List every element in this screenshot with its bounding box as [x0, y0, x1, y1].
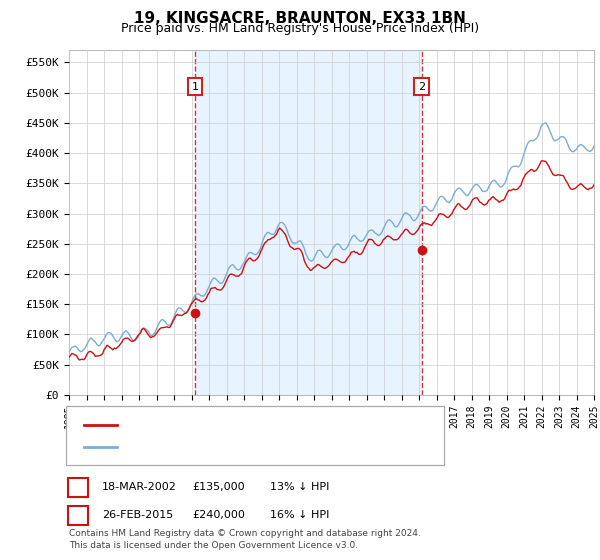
Text: 13% ↓ HPI: 13% ↓ HPI: [270, 482, 329, 492]
Bar: [195, 50, 422, 395]
Text: 16% ↓ HPI: 16% ↓ HPI: [270, 510, 329, 520]
Text: £240,000: £240,000: [192, 510, 245, 520]
Text: 1: 1: [191, 82, 199, 92]
Text: £135,000: £135,000: [192, 482, 245, 492]
Text: 2: 2: [74, 510, 82, 520]
Text: 1: 1: [74, 482, 82, 492]
Text: 18-MAR-2002: 18-MAR-2002: [102, 482, 177, 492]
Text: Price paid vs. HM Land Registry's House Price Index (HPI): Price paid vs. HM Land Registry's House …: [121, 22, 479, 35]
Text: This data is licensed under the Open Government Licence v3.0.: This data is licensed under the Open Gov…: [69, 541, 358, 550]
Text: 19, KINGSACRE, BRAUNTON, EX33 1BN (detached house): 19, KINGSACRE, BRAUNTON, EX33 1BN (detac…: [124, 420, 423, 430]
Text: Contains HM Land Registry data © Crown copyright and database right 2024.: Contains HM Land Registry data © Crown c…: [69, 529, 421, 538]
Text: HPI: Average price, detached house, North Devon: HPI: Average price, detached house, Nort…: [124, 442, 383, 452]
Text: 19, KINGSACRE, BRAUNTON, EX33 1BN: 19, KINGSACRE, BRAUNTON, EX33 1BN: [134, 11, 466, 26]
Text: 2: 2: [418, 82, 425, 92]
Text: 26-FEB-2015: 26-FEB-2015: [102, 510, 173, 520]
